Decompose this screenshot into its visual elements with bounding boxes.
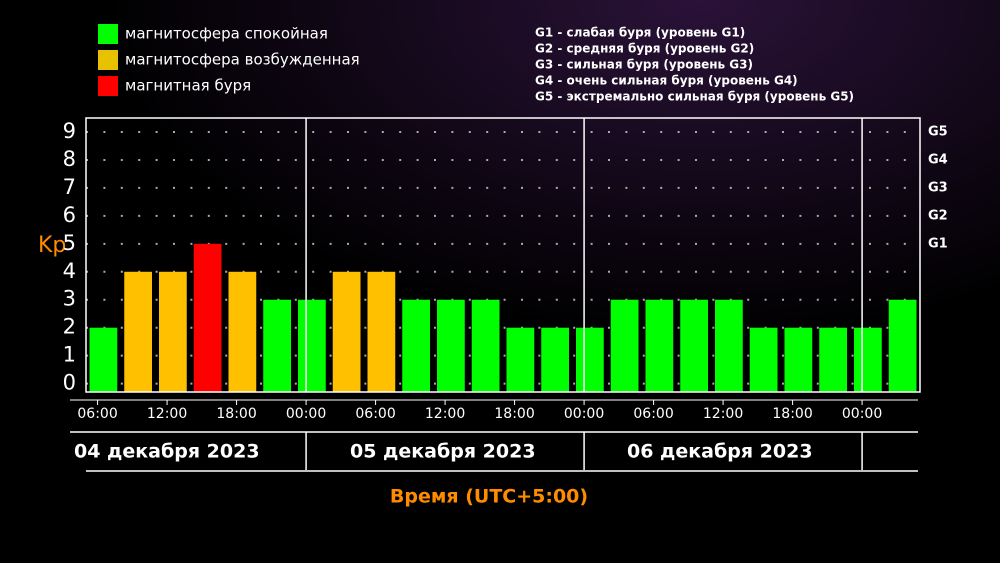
x-tick-label: 12:00	[147, 406, 187, 422]
legend-label: магнитосфера возбужденная	[125, 51, 360, 69]
x-tick-label: 00:00	[286, 406, 326, 422]
bar	[541, 327, 569, 392]
bar	[159, 271, 187, 392]
x-tick-label: 18:00	[494, 406, 534, 422]
bar	[124, 271, 152, 392]
legend-swatch	[98, 24, 118, 44]
y-tick-label: 4	[63, 259, 76, 283]
legend-label: магнитная буря	[125, 77, 251, 95]
x-tick-label: 06:00	[77, 406, 117, 422]
bar	[749, 327, 778, 392]
legend-swatch	[98, 50, 118, 70]
g-legend-line: G5 - экстремально сильная буря (уровень …	[535, 90, 854, 104]
bar	[332, 271, 361, 392]
bar	[437, 299, 465, 392]
bar	[854, 327, 882, 392]
bar	[471, 299, 500, 392]
g-tick-label: G3	[928, 180, 948, 195]
bar	[367, 271, 396, 392]
bar	[89, 327, 118, 392]
bar	[193, 243, 222, 392]
date-label: 05 декабря 2023	[350, 441, 536, 463]
y-tick-label: 8	[63, 147, 76, 171]
y-tick-label: 0	[63, 371, 76, 395]
x-tick-label: 06:00	[633, 406, 673, 422]
bar	[610, 299, 639, 392]
x-tick-label: 12:00	[703, 406, 743, 422]
x-tick-label: 12:00	[425, 406, 465, 422]
bar	[576, 327, 604, 392]
bar	[888, 299, 917, 392]
x-tick-label: 00:00	[842, 406, 882, 422]
legend-swatch	[98, 76, 118, 96]
y-tick-label: 3	[63, 287, 76, 311]
y-tick-label: 6	[63, 203, 76, 227]
g-tick-label: G1	[928, 236, 948, 251]
bar	[819, 327, 847, 392]
y-tick-label: 9	[63, 119, 76, 143]
y-tick-label: 2	[63, 315, 76, 339]
bar	[298, 299, 326, 392]
y-axis-title: Kp	[38, 233, 66, 258]
g-tick-label: G4	[928, 152, 948, 167]
legend-label: магнитосфера спокойная	[125, 25, 328, 43]
g-legend-line: G4 - очень сильная буря (уровень G4)	[535, 74, 798, 88]
x-tick-label: 00:00	[564, 406, 604, 422]
bar	[784, 327, 813, 392]
y-tick-label: 5	[63, 231, 76, 255]
x-tick-label: 18:00	[772, 406, 812, 422]
g-legend-line: G3 - сильная буря (уровень G3)	[535, 58, 753, 72]
g-tick-label: G2	[928, 208, 948, 223]
bar	[680, 299, 708, 392]
g-tick-label: G5	[928, 124, 948, 139]
date-label: 06 декабря 2023	[627, 441, 813, 463]
bar	[715, 299, 743, 392]
g-legend-line: G1 - слабая буря (уровень G1)	[535, 26, 745, 40]
x-axis-title: Время (UTC+5:00)	[390, 486, 588, 508]
g-legend-line: G2 - средняя буря (уровень G2)	[535, 42, 754, 56]
bar	[645, 299, 674, 392]
x-tick-label: 06:00	[355, 406, 395, 422]
bar	[506, 327, 535, 392]
bar	[402, 299, 430, 392]
y-tick-label: 7	[63, 175, 76, 199]
x-tick-label: 18:00	[216, 406, 256, 422]
bar	[228, 271, 257, 392]
bar	[263, 299, 291, 392]
date-label: 04 декабря 2023	[74, 441, 260, 463]
plot-frame	[85, 117, 921, 393]
y-tick-label: 1	[63, 343, 76, 367]
